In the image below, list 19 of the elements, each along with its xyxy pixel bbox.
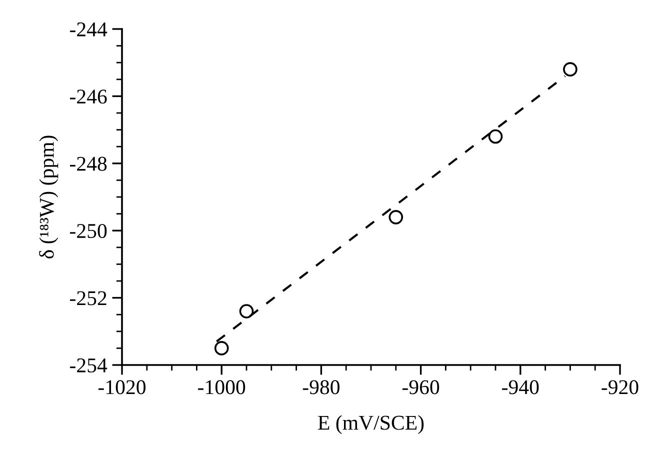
x-tick-label: -960: [402, 380, 440, 394]
y-tick-label: -246: [70, 90, 107, 104]
point: [214, 341, 229, 356]
y-tick-label: -244: [70, 22, 108, 36]
point: [388, 210, 404, 224]
y-tick-label: -254: [70, 358, 108, 372]
x-tick-label: -980: [302, 380, 340, 394]
point: [488, 129, 503, 144]
y-tick-label: -248: [70, 156, 107, 171]
point: [563, 62, 578, 76]
y-axis-title: δ (¹⁸³W) (ppm): [39, 136, 58, 258]
x-axis-title: E (mV/SCE): [318, 415, 424, 434]
x-tick-label: -1020: [98, 380, 146, 394]
y-tick-label: -252: [70, 291, 106, 306]
x-tick-label: -940: [502, 380, 539, 394]
point: [239, 304, 254, 318]
y-tick-label: -250: [70, 224, 107, 238]
x-tick-label: -920: [602, 380, 638, 394]
x-tick-label: -1000: [198, 380, 246, 394]
